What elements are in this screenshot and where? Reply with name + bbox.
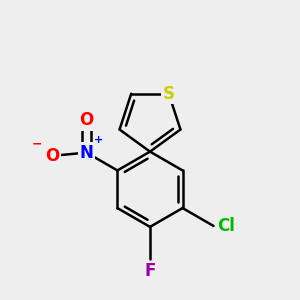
Text: +: +	[94, 135, 104, 145]
Text: Cl: Cl	[217, 217, 235, 235]
Text: F: F	[144, 262, 156, 280]
Text: O: O	[79, 111, 94, 129]
Text: N: N	[80, 144, 93, 162]
Text: O: O	[45, 147, 60, 165]
Text: S: S	[163, 85, 175, 103]
Text: −: −	[32, 138, 42, 151]
